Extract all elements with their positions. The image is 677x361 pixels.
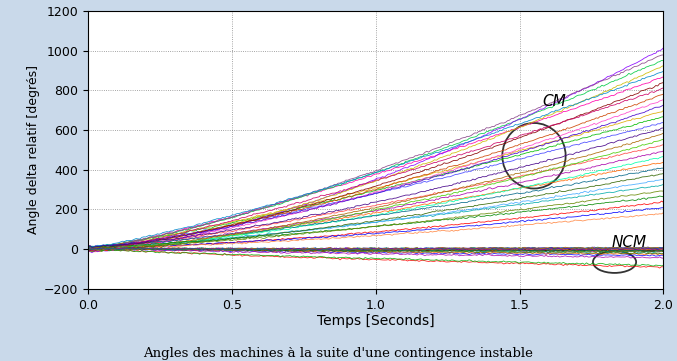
Text: Angles des machines à la suite d'une contingence instable: Angles des machines à la suite d'une con… xyxy=(144,347,533,360)
Text: CM: CM xyxy=(543,94,567,109)
Y-axis label: Angle delta relatif [degrés]: Angle delta relatif [degrés] xyxy=(27,65,40,234)
X-axis label: Temps [Seconds]: Temps [Seconds] xyxy=(317,314,435,328)
Text: NCM: NCM xyxy=(612,235,647,250)
